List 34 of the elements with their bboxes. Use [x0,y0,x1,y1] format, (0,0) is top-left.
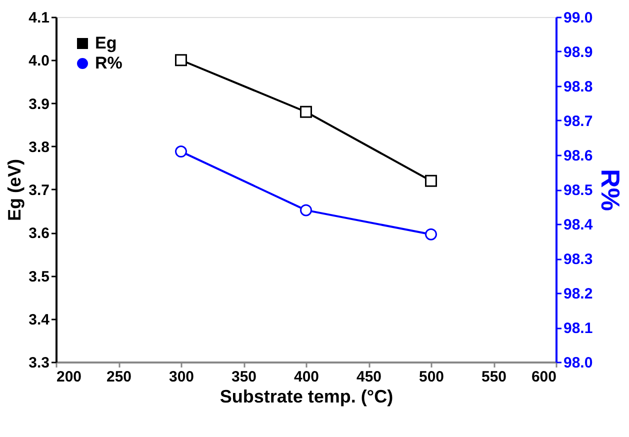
y2-tick-label: 98.4 [564,216,594,234]
x-tick-label: 450 [356,368,382,386]
y2-tick-label: 98.9 [564,44,593,61]
y-tick-label: 3.7 [28,182,50,199]
y2-axis-title: R% [596,169,626,211]
x-tick-label: 300 [168,368,194,386]
legend-label: Eg [95,34,117,52]
y2-tick-label: 98.6 [564,148,593,164]
y2-tick-label: 98.0 [564,354,593,372]
x-tick-label: 550 [481,368,507,386]
y2-tick-label: 98.8 [564,78,593,96]
y2-tick-label: 98.1 [564,320,593,337]
y-tick-label: 3.9 [28,96,50,113]
x-tick-label: 500 [418,368,444,386]
y-tick-label: 3.8 [28,138,50,156]
x-tick-label: 400 [294,368,320,386]
y-tick-label: 3.5 [28,268,50,286]
x-axis-title: Substrate temp. (°C) [220,386,394,406]
x-tick-label: 250 [106,368,132,386]
x-tick-label: 350 [231,368,257,386]
y-axis-title: Eg (eV) [4,158,25,222]
y-tick-label: 4.0 [28,52,50,70]
legend-label: R% [95,54,122,72]
y-tick-label: 4.1 [28,10,50,26]
y2-tick-label: 98.5 [564,182,593,199]
y2-tick-label: 98.7 [564,113,593,130]
y2-tick-label: 98.2 [564,286,593,302]
y-tick-label: 3.4 [28,311,50,328]
x-tick-label: 600 [531,368,556,386]
y2-tick-label: 99.0 [564,10,593,26]
x-tick-label: 200 [56,368,82,386]
y2-tick-label: 98.3 [564,251,593,268]
y-tick-label: 3.6 [28,225,50,242]
y-tick-label: 3.3 [28,354,50,372]
